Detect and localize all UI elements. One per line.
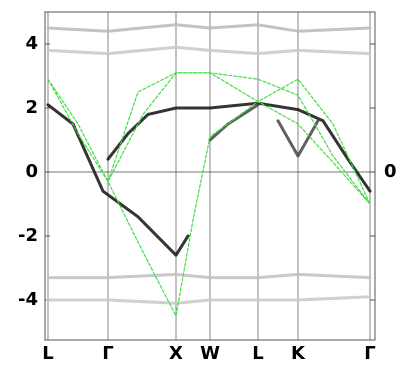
calculated-band — [47, 72, 371, 205]
spectral-band — [46, 45, 372, 56]
y-tick-label: 0 — [25, 161, 38, 182]
calculated-band — [107, 72, 371, 205]
x-tick-label: L — [42, 343, 53, 364]
spectral-band — [106, 101, 372, 193]
spectral-band — [46, 272, 372, 280]
y2-tick-label: 0 — [384, 161, 397, 182]
x-tick-label: W — [200, 343, 220, 364]
spectral-band — [46, 295, 372, 305]
spectral-band — [276, 119, 320, 158]
x-tick-label: L — [252, 343, 263, 364]
y-tick-label: -4 — [18, 289, 38, 310]
y-tick-label: 4 — [25, 33, 38, 54]
x-tick-label: K — [291, 343, 306, 364]
x-tick-label: Γ — [102, 343, 113, 364]
x-tick-label: Γ — [364, 343, 375, 364]
y-tick-label: -2 — [18, 225, 38, 246]
calculated-band — [47, 78, 371, 317]
spectral-band — [46, 23, 372, 33]
spectral-band — [46, 103, 190, 257]
spectral-band — [208, 103, 260, 142]
x-tick-label: X — [169, 343, 183, 364]
y-tick-label: 2 — [25, 97, 38, 118]
